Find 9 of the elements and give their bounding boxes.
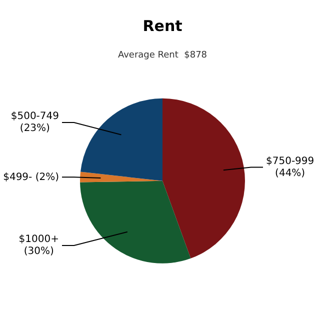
chart-title: Rent	[142, 16, 182, 35]
data-label: (44%)	[275, 168, 306, 179]
data-label: (30%)	[24, 246, 54, 258]
slice-label: $750-999	[266, 156, 314, 167]
chart-subtitle: Average Rent $878	[118, 50, 208, 61]
slice-label: $499- (2%)	[3, 172, 60, 183]
slice-label: $500-749	[10, 111, 60, 122]
slice-label: $1000+	[18, 234, 60, 246]
data-label: (23%)	[20, 123, 50, 134]
